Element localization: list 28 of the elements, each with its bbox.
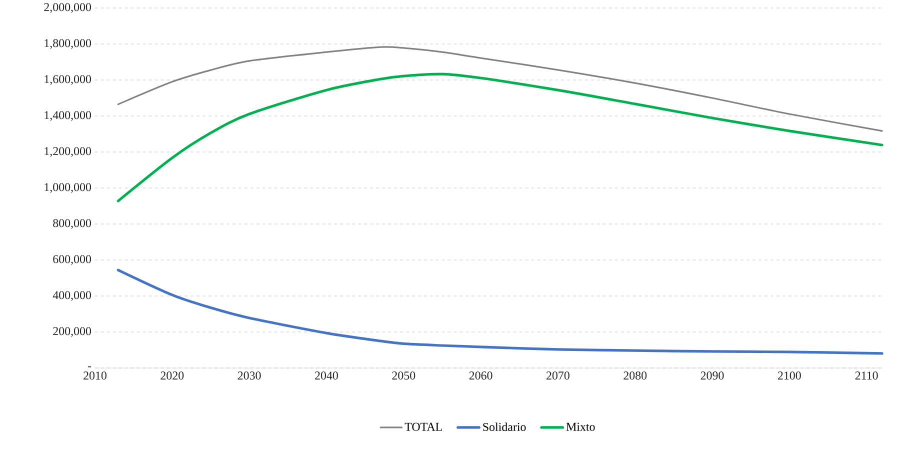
- x-tick-label: 2020: [160, 372, 184, 380]
- x-tick-label: 2080: [624, 372, 647, 380]
- y-tick-label: 200,000: [53, 327, 92, 337]
- y-tick-label: 600,000: [53, 255, 92, 265]
- line-series: [116, 268, 884, 355]
- y-tick-label: 1,600,000: [44, 75, 92, 85]
- line-series: [116, 72, 884, 202]
- y-tick-label: 800,000: [53, 219, 92, 229]
- x-tick-label: 2060: [469, 372, 492, 380]
- y-tick-label: 1,400,000: [44, 111, 92, 121]
- legend-label: Mixto: [566, 422, 595, 431]
- legend-label: Solidario: [483, 422, 526, 431]
- legend-label: TOTAL: [404, 422, 442, 431]
- x-tick-label: 2110: [855, 372, 878, 380]
- x-tick-label: 2090: [700, 372, 724, 380]
- y-tick-label: 1,800,000: [44, 39, 92, 49]
- x-tick-label: 2010: [84, 372, 106, 380]
- y-tick-label: 1,200,000: [44, 147, 92, 157]
- y-tick-label: 400,000: [52, 291, 92, 301]
- x-tick-label: 2070: [546, 372, 570, 380]
- y-tick-label: 2,000,000: [44, 3, 92, 13]
- x-tick-label: 2030: [238, 372, 261, 380]
- y-tick-label: -: [88, 366, 92, 368]
- x-tick-label: 2040: [315, 372, 338, 380]
- y-tick-label: 1,000,000: [44, 183, 92, 193]
- x-tick-label: 2100: [778, 372, 801, 380]
- x-tick-label: 2050: [392, 372, 416, 380]
- line-series: [117, 46, 883, 132]
